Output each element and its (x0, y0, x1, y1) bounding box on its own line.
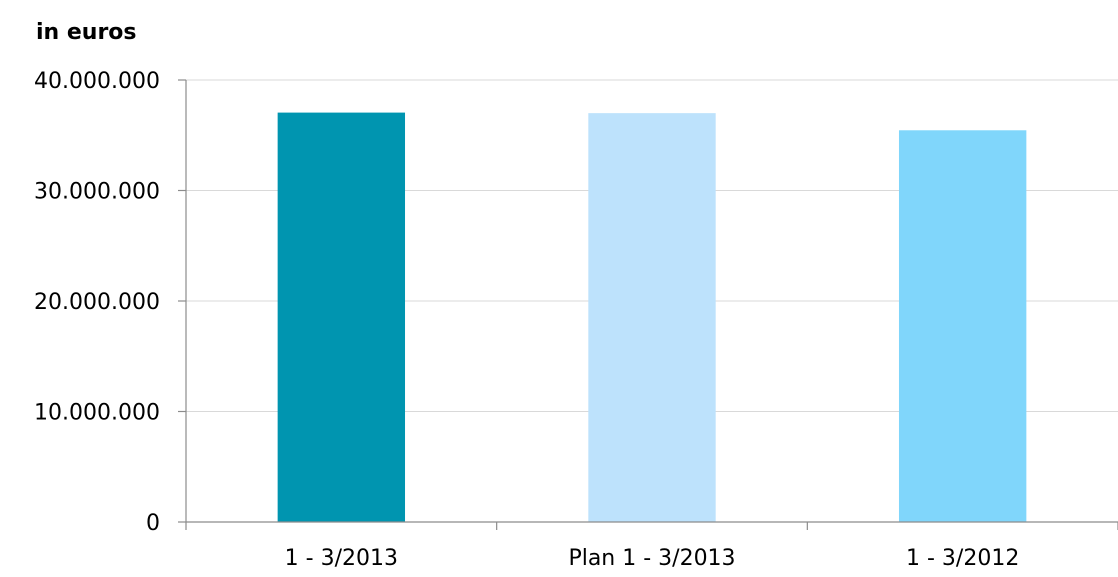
y-tick-label: 40.000.000 (34, 69, 160, 94)
bar (898, 130, 1027, 522)
y-tick-label: 10.000.000 (34, 401, 160, 426)
x-tick-label: 1 - 3/2012 (906, 546, 1019, 571)
y-tick-label: 0 (146, 511, 160, 536)
x-tick-label: Plan 1 - 3/2013 (568, 546, 735, 571)
y-axis-unit-label: in euros (36, 20, 137, 45)
tick-labels: 0 10.000.000 20.000.000 30.000.000 40.000.00… (34, 69, 1019, 571)
axes (178, 79, 1118, 530)
bar (277, 112, 406, 522)
y-tick-label: 30.000.000 (34, 180, 160, 205)
bar (588, 113, 716, 523)
y-tick-label: 20.000.000 (34, 290, 160, 315)
bars (277, 112, 1027, 523)
x-tick-label: 1 - 3/2013 (285, 546, 398, 571)
